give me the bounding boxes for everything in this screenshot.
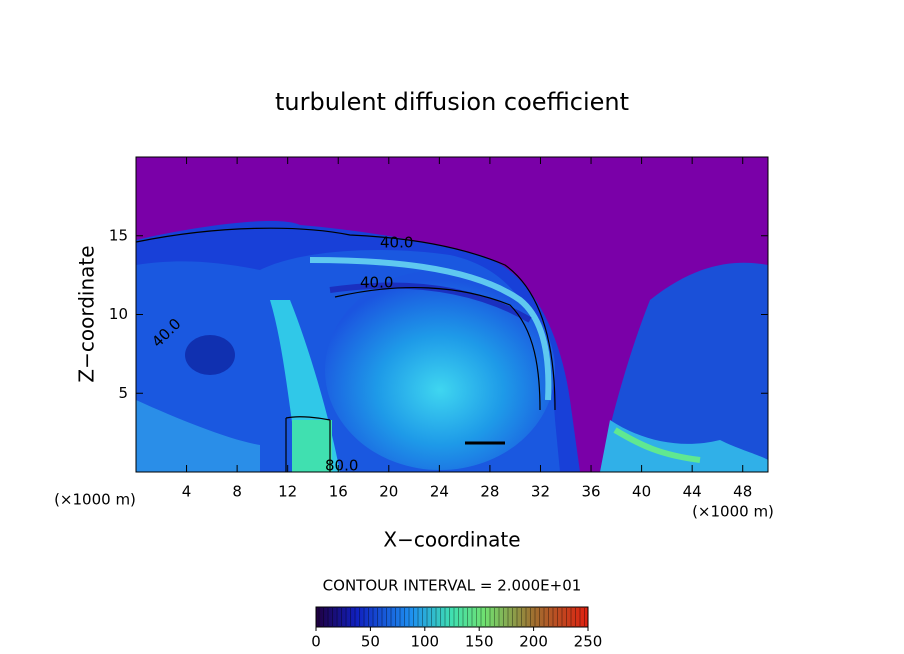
x-tick-label: 8	[232, 483, 242, 501]
x-tick-label: 36	[581, 483, 600, 501]
contour-label: 80.0	[325, 457, 358, 475]
contour-interval: CONTOUR INTERVAL = 2.000E+01	[323, 577, 582, 595]
y-tick-label: 10	[109, 305, 128, 323]
x-axis-label: X−coordinate	[383, 528, 520, 552]
colorbar-tick-label: 250	[574, 633, 603, 651]
contour-label: 40.0	[380, 234, 413, 252]
y-tick-label: 15	[109, 226, 128, 244]
x-tick-label: 32	[531, 483, 550, 501]
x-tick-label: 16	[329, 483, 348, 501]
colorbar-tick-label: 50	[361, 633, 380, 651]
x-tick-label: 20	[379, 483, 398, 501]
x-tick-label: 48	[733, 483, 752, 501]
colorbar-tick-label: 150	[465, 633, 494, 651]
colorbar-tick-label: 100	[410, 633, 439, 651]
y-axis-label: Z−coordinate	[75, 245, 99, 382]
x-tick-label: 44	[683, 483, 702, 501]
colorbar-tick-label: 0	[311, 633, 321, 651]
colorbar-stripes	[318, 608, 585, 626]
colorbar-tick-label: 200	[519, 633, 548, 651]
x-tick-label: 4	[182, 483, 192, 501]
x-tick-label: 12	[278, 483, 297, 501]
contour-field	[136, 157, 768, 472]
y-tick-label: 5	[118, 384, 128, 402]
x-tick-label: 28	[480, 483, 499, 501]
x-unit: (×1000 m)	[692, 503, 774, 521]
x-tick-label: 24	[430, 483, 449, 501]
chart-title: turbulent diffusion coefficient	[275, 88, 629, 116]
colorbar	[315, 606, 589, 628]
contour-label: 40.0	[360, 274, 393, 292]
x-tick-label: 40	[632, 483, 651, 501]
x-unit: (×1000 m)	[54, 491, 136, 509]
